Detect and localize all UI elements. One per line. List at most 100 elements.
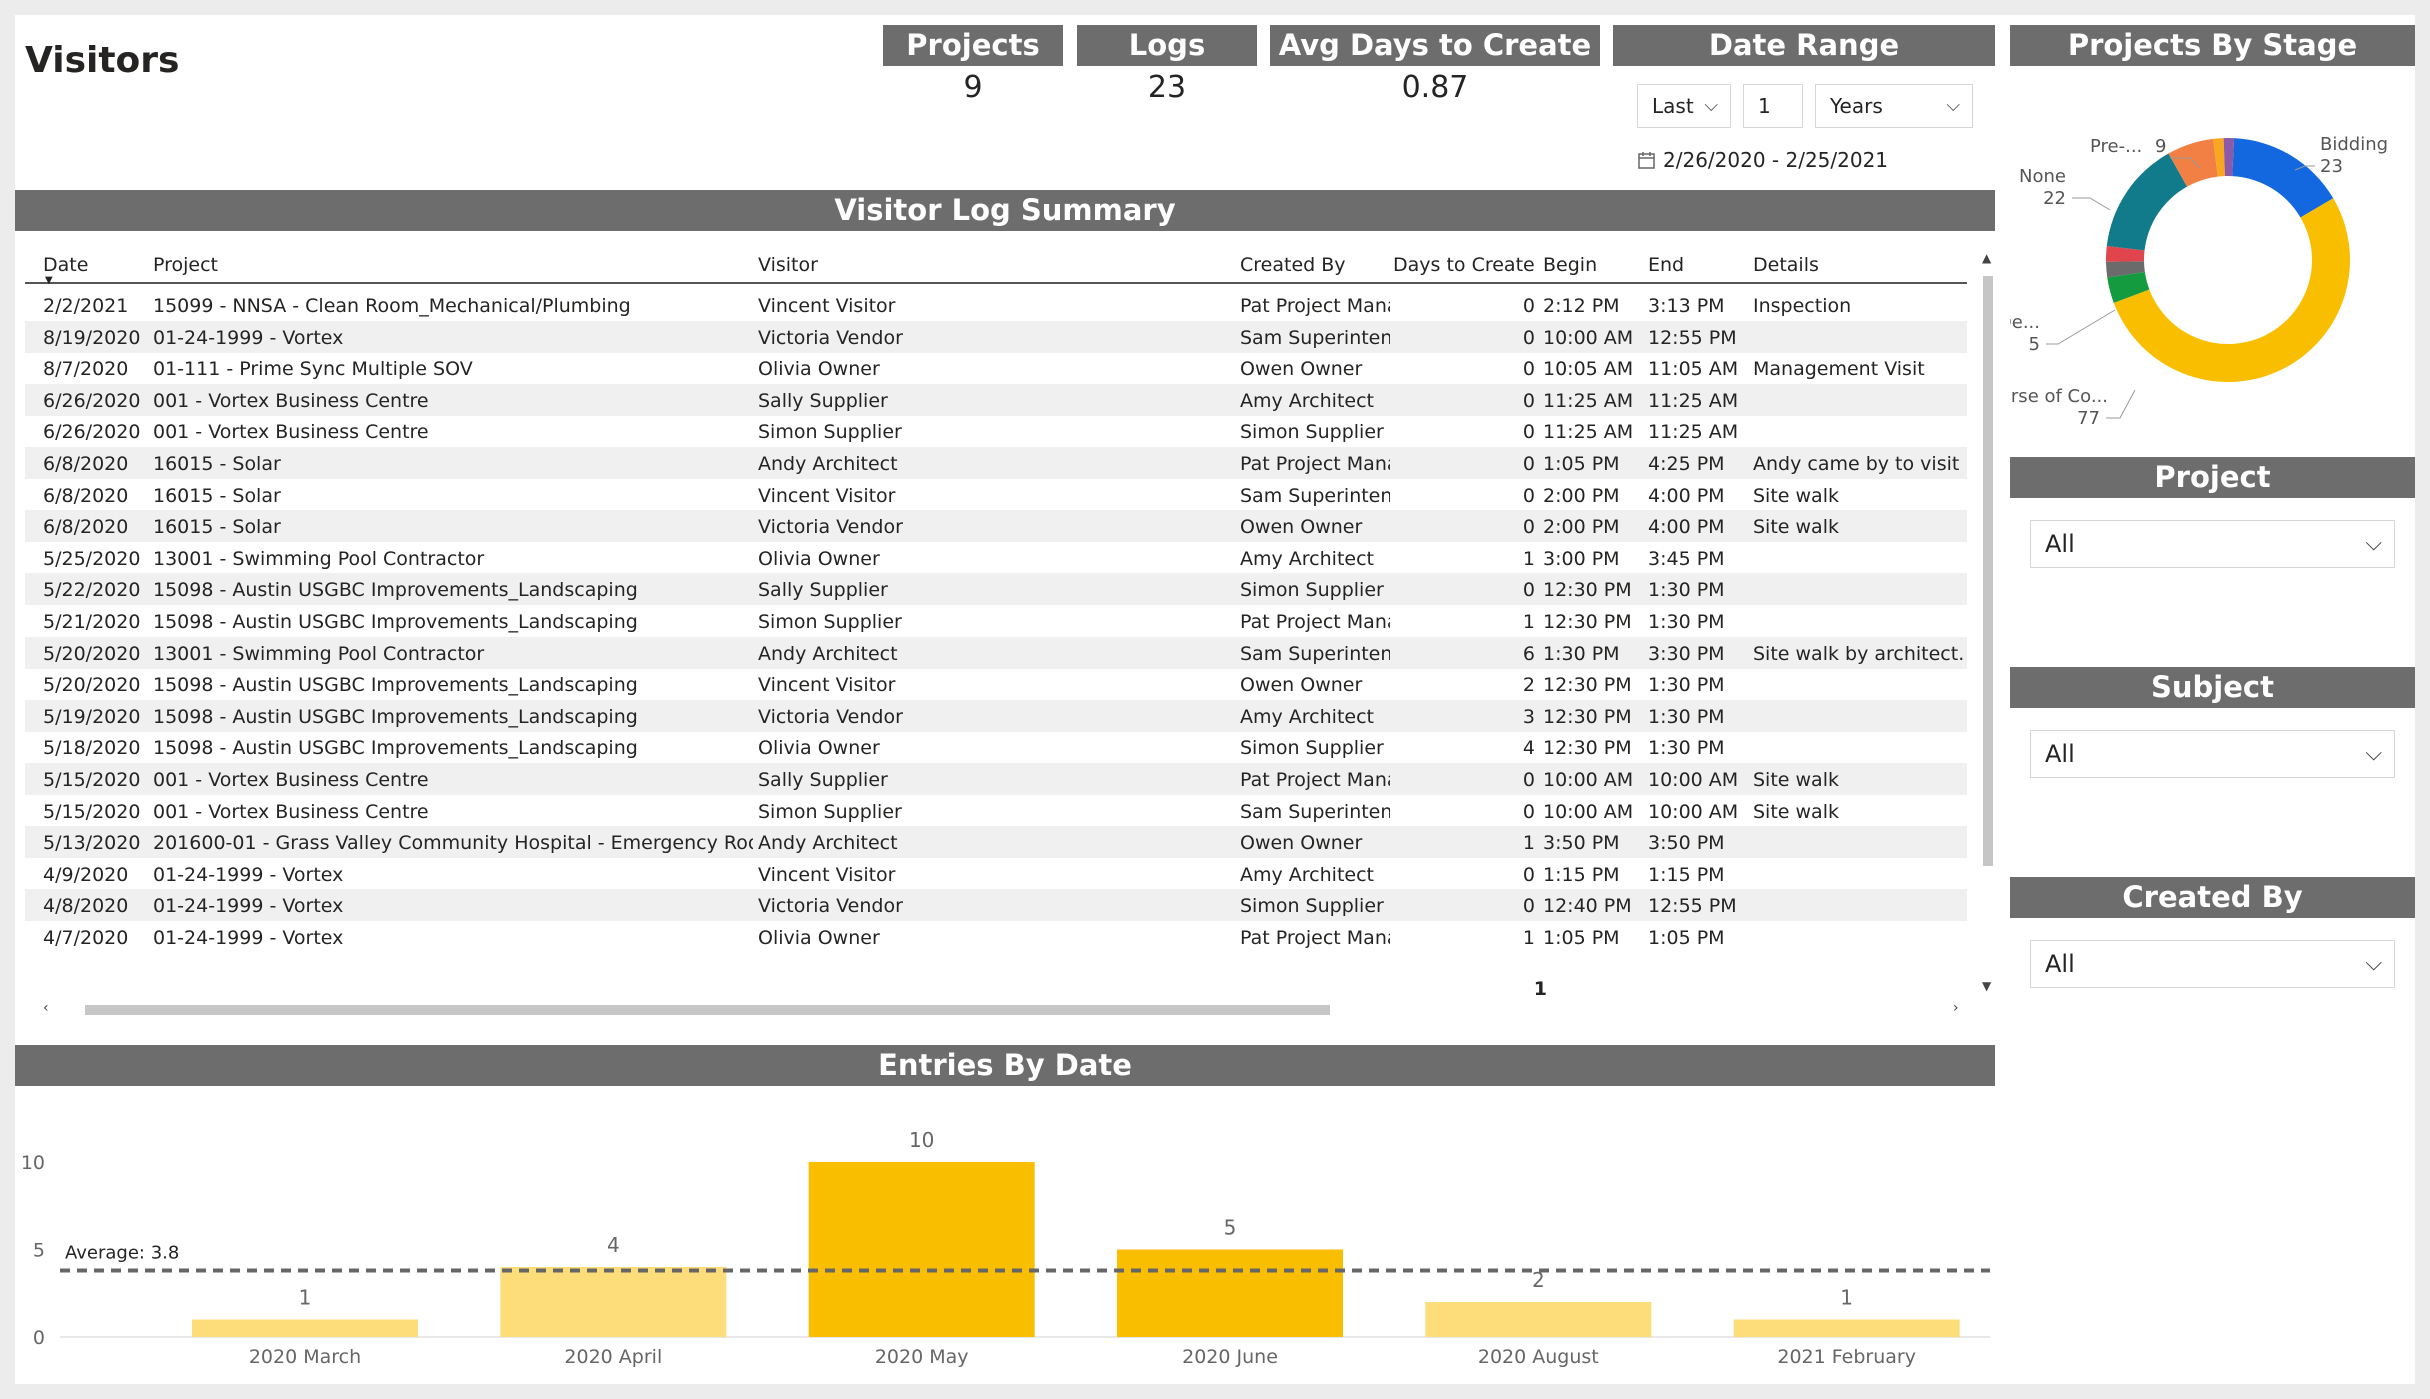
donut-slice-1[interactable]	[2232, 138, 2334, 218]
cell-project: 001 - Vortex Business Centre	[153, 769, 429, 791]
scroll-left-icon[interactable]: ‹	[43, 1000, 49, 1016]
cell-visitor: Simon Supplier	[758, 421, 902, 444]
scroll-right-icon[interactable]: ›	[1953, 1000, 1959, 1016]
donut-slice-7[interactable]	[2223, 137, 2235, 177]
x-category-label: 2020 August	[1478, 1346, 1599, 1368]
column-header-begin[interactable]: Begin	[1543, 254, 1598, 276]
table-row[interactable]: 5/15/2020 001 - Vortex Business Centre Sim…	[25, 795, 1967, 827]
bar-2020-march[interactable]	[192, 1319, 418, 1338]
total-days-to-create: 1	[1533, 978, 1547, 1000]
y-tick-label: 0	[33, 1327, 45, 1349]
table-row[interactable]: 8/19/2020 01-24-1999 - Vortex Victoria Ven…	[25, 320, 1967, 353]
cell-project: 15098 - Austin USGBC Improvements_Landsc…	[153, 705, 638, 728]
table-row[interactable]: 5/19/2020 15098 - Austin USGBC Improvemen…	[25, 699, 1967, 732]
table-row[interactable]: 8/7/2020 01-111 - Prime Sync Multiple SOV…	[25, 352, 1967, 384]
table-row[interactable]: 5/20/2020 15098 - Austin USGBC Improvemen…	[25, 668, 1967, 700]
chevron-down-icon: ⌵	[2365, 741, 2382, 766]
cell-date: 5/19/2020	[43, 705, 141, 728]
donut-slice-2[interactable]	[2106, 153, 2188, 251]
table-row[interactable]: 6/26/2020 001 - Vortex Business Centre Sim…	[25, 415, 1967, 447]
horizontal-scrollbar[interactable]: ‹ ›	[35, 1000, 1975, 1020]
bar-2020-june[interactable]	[1117, 1249, 1343, 1338]
entries-by-date-title: Entries By Date	[15, 1045, 1995, 1086]
table-row[interactable]: 5/13/2020 201600-01 - Grass Valley Commun…	[25, 826, 1967, 859]
column-header-days-to-create[interactable]: Days to Create	[1393, 254, 1535, 276]
cell-days: 0	[1522, 295, 1535, 317]
table-row[interactable]: 4/9/2020 01-24-1999 - Vortex Vincent Visit…	[25, 858, 1967, 890]
column-header-end[interactable]: End	[1648, 254, 1685, 276]
date-range-display[interactable]: 2/26/2020 - 2/25/2021	[1637, 148, 1888, 172]
cell-begin: 3:00 PM	[1543, 547, 1620, 570]
cell-created-by: Simon Supplier	[1240, 737, 1384, 760]
table-row[interactable]: 6/8/2020 16015 - Solar Victoria Vendor Owen…	[25, 510, 1967, 543]
bar-2020-april[interactable]	[500, 1267, 727, 1337]
cell-visitor: Andy Architect	[758, 642, 898, 665]
cell-project: 01-24-1999 - Vortex	[153, 326, 344, 349]
table-row[interactable]: 5/20/2020 13001 - Swimming Pool Contracto…	[25, 636, 1967, 669]
column-header-project[interactable]: Project	[153, 254, 219, 276]
date-range-unit-select[interactable]: Years ⌵	[1815, 84, 1973, 128]
column-header-visitor[interactable]: Visitor	[758, 254, 818, 276]
column-header-details[interactable]: Details	[1753, 254, 1819, 276]
donut-leader-course	[2106, 389, 2136, 419]
table-row[interactable]: 6/8/2020 16015 - Solar Andy Architect Pat P…	[25, 447, 1967, 479]
project-slicer-dropdown[interactable]: All ⌵	[2030, 520, 2395, 568]
cell-begin: 1:05 PM	[1543, 927, 1620, 949]
table-row[interactable]: 4/7/2020 01-24-1999 - Vortex Olivia Owner P…	[25, 921, 1967, 953]
cell-days: 0	[1522, 421, 1535, 444]
cell-date: 6/8/2020	[43, 484, 129, 507]
horizontal-scrollbar-thumb[interactable]	[85, 1005, 1330, 1015]
cell-begin: 10:00 AM	[1543, 326, 1634, 349]
scroll-up-icon[interactable]: ▲	[1982, 251, 1992, 265]
cell-end: 3:50 PM	[1648, 832, 1725, 855]
cell-details: Andy came by to visit his	[1753, 453, 1965, 475]
column-header-date[interactable]: Date	[43, 254, 89, 276]
column-header-created-by[interactable]: Created By	[1240, 254, 1346, 276]
cell-days: 0	[1522, 484, 1535, 507]
date-range-mode-select[interactable]: Last ⌵	[1637, 84, 1731, 128]
created-by-slicer-title: Created By	[2010, 877, 2415, 918]
cell-end: 12:55 PM	[1648, 895, 1737, 918]
table-row[interactable]: 4/8/2020 01-24-1999 - Vortex Victoria Vend…	[25, 889, 1967, 922]
table-row[interactable]: 6/26/2020 001 - Vortex Business Centre Sal…	[25, 383, 1967, 416]
donut-leader-pre	[2170, 157, 2201, 169]
donut-slice-8[interactable]	[2213, 138, 2225, 177]
table-row[interactable]: 5/18/2020 15098 - Austin USGBC Improvemen…	[25, 731, 1967, 763]
table-row[interactable]: 6/8/2020 16015 - Solar Vincent Visitor Sam …	[25, 479, 1967, 511]
table-row[interactable]: 5/15/2020 001 - Vortex Business Centre Sal…	[25, 763, 1967, 795]
table-row[interactable]: 5/21/2020 15098 - Austin USGBC Improvemen…	[25, 605, 1967, 637]
table-row[interactable]: 2/2/2021 15099 - NNSA - Clean Room_Mechan…	[25, 289, 1967, 321]
donut-slice-6[interactable]	[2106, 261, 2145, 278]
vertical-scrollbar-thumb[interactable]	[1983, 276, 1993, 866]
donut-slice-0[interactable]	[2113, 198, 2350, 383]
scroll-down-icon[interactable]: ▼	[1982, 979, 1992, 993]
cell-begin: 12:30 PM	[1543, 737, 1632, 760]
cell-created-by: Sam Superintendent	[1240, 484, 1390, 507]
cell-days: 0	[1522, 389, 1535, 412]
subject-slicer-dropdown[interactable]: All ⌵	[2030, 730, 2395, 778]
bar-value-label: 1	[299, 1286, 312, 1310]
created-by-slicer-dropdown[interactable]: All ⌵	[2030, 940, 2395, 988]
date-range-amount-input[interactable]: 1	[1743, 84, 1803, 128]
table-row[interactable]: 5/25/2020 13001 - Swimming Pool Contracto…	[25, 542, 1967, 574]
kpi-avg-days-value: 0.87	[1401, 70, 1469, 105]
cell-created-by: Pat Project Manager	[1240, 453, 1390, 475]
table-row[interactable]: 5/22/2020 15098 - Austin USGBC Improvemen…	[25, 573, 1967, 606]
donut-label-design: De...	[2010, 312, 2040, 333]
donut-slice-4[interactable]	[2168, 138, 2218, 187]
cell-visitor: Sally Supplier	[758, 579, 888, 602]
cell-project: 13001 - Swimming Pool Contractor	[153, 547, 485, 570]
donut-leader-design	[2046, 309, 2116, 345]
bar-2020-may[interactable]	[808, 1162, 1035, 1337]
cell-begin: 12:30 PM	[1543, 705, 1632, 728]
cell-end: 11:05 AM	[1648, 358, 1739, 381]
donut-slice-5[interactable]	[2106, 246, 2145, 262]
donut-value-design: 5	[2029, 334, 2040, 355]
vertical-scrollbar[interactable]: ▲ ▼	[1981, 251, 1995, 996]
donut-slice-3[interactable]	[2107, 272, 2150, 303]
bar-2020-august[interactable]	[1425, 1302, 1652, 1337]
bar-2021-february[interactable]	[1733, 1319, 1960, 1338]
cell-created-by: Simon Supplier	[1240, 579, 1384, 602]
kpi-projects-value: 9	[963, 70, 983, 105]
cell-end: 4:00 PM	[1648, 484, 1725, 507]
